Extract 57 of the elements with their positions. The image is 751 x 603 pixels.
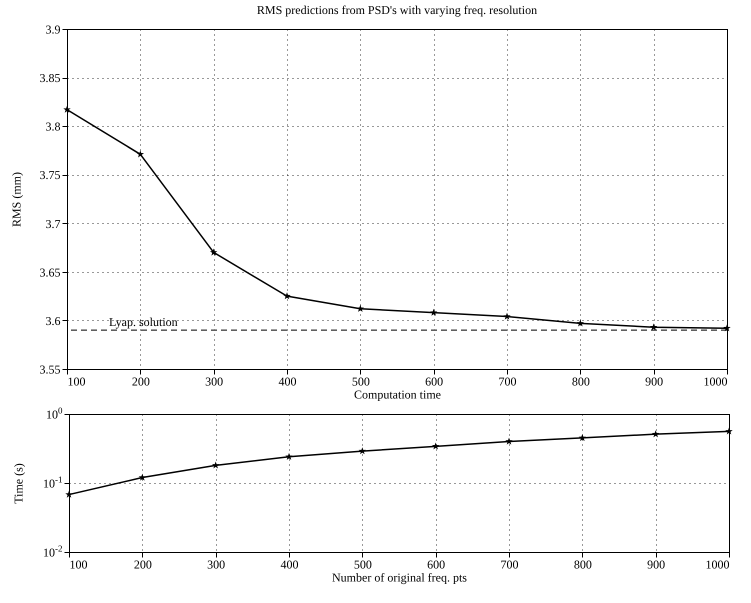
point	[576, 319, 584, 326]
point	[725, 428, 733, 435]
point	[505, 438, 513, 445]
point	[723, 324, 731, 332]
chart-title: RMS predictions from PSD's with varying freq. resolution	[256, 3, 538, 17]
point	[356, 304, 364, 312]
x-axis-title: Computation time	[354, 388, 441, 402]
x-tick-label: 800	[574, 558, 592, 572]
point	[212, 462, 220, 469]
point	[136, 150, 144, 158]
x-tick-label: 300	[207, 558, 226, 572]
y-tick-label: 3.8	[46, 120, 60, 134]
point	[63, 106, 71, 113]
ref-line-label: Lyap. solution	[109, 315, 178, 330]
x-tick-label: 300	[205, 374, 224, 388]
x-tick-label: 400	[280, 558, 298, 572]
point	[210, 248, 218, 256]
x-tick-label: 700	[500, 558, 518, 572]
y-tick-label: 3.6	[46, 314, 60, 328]
x-tick-label: 100	[70, 558, 88, 572]
point	[65, 490, 73, 498]
point	[432, 442, 440, 450]
y-tick-label: 3.9	[46, 22, 60, 36]
point	[652, 430, 660, 438]
x-tick-label: 800	[572, 374, 590, 388]
point	[358, 447, 366, 454]
point	[578, 434, 586, 442]
y-tick-label: 10$^{0}$	[46, 406, 63, 422]
y-tick-label: 10$^{-1}$	[43, 474, 62, 490]
x-tick-label: 1000	[704, 374, 728, 388]
x-tick-label: 600	[425, 374, 444, 388]
y-tick-label: 3.85	[40, 71, 60, 86]
x-tick-label: 400	[278, 374, 296, 388]
x-tick-label: 600	[427, 558, 446, 572]
x-tick-label: 100	[68, 374, 86, 388]
y-axis-title: Time (s)	[12, 463, 26, 504]
point	[285, 452, 293, 460]
point	[650, 323, 658, 330]
y-axis-title: RMS (mm)	[10, 172, 24, 228]
x-tick-label: 1000	[706, 558, 730, 572]
y-tick-label: 3.65	[40, 265, 60, 280]
x-tick-label: 900	[645, 374, 664, 388]
x-axis-title: Number of original freq. pts	[332, 570, 468, 584]
y-tick-label: 3.55	[40, 362, 60, 376]
y-tick-label: 3.7	[46, 216, 60, 231]
point	[138, 474, 146, 481]
x-tick-label: 900	[647, 558, 666, 572]
x-tick-label: 200	[132, 374, 150, 388]
point	[283, 292, 291, 300]
x-tick-label: 700	[498, 374, 516, 388]
point	[503, 312, 511, 320]
x-tick-label: 200	[134, 558, 152, 572]
y-tick-label: 3.75	[40, 168, 60, 182]
x-tick-label: 500	[354, 558, 372, 572]
x-tick-label: 500	[352, 374, 370, 388]
y-tick-label: 10$^{-2}$	[43, 544, 62, 560]
point	[430, 308, 438, 316]
